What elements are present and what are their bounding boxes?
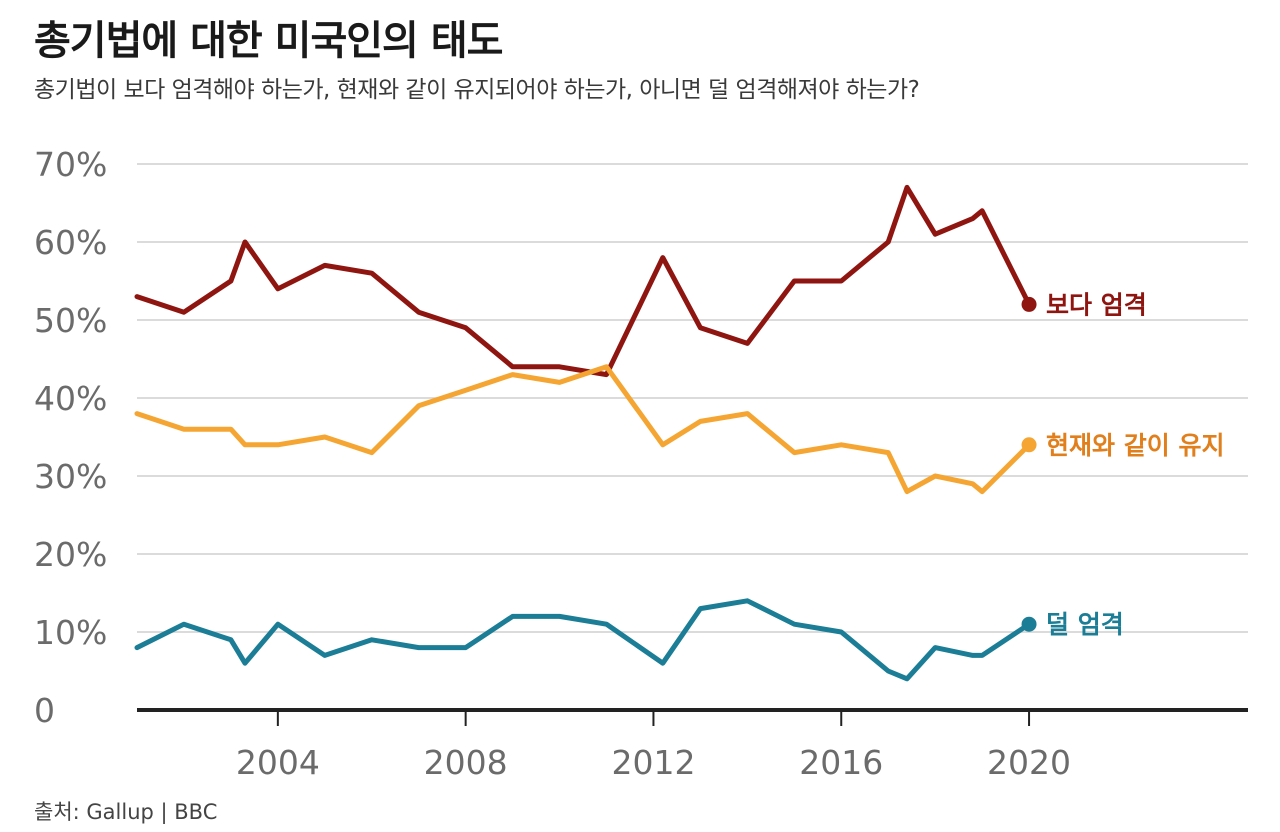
series-label: 현재와 같이 유지: [1046, 431, 1224, 460]
chart-title: 총기법에 대한 미국인의 태도: [34, 18, 503, 64]
series-end-markers: [1021, 296, 1037, 632]
y-tick-label: 40%: [34, 379, 107, 418]
series-lines: [134, 184, 1032, 682]
y-tick-label: 20%: [34, 535, 107, 574]
series-label: 보다 엄격: [1046, 290, 1147, 319]
series-line-1: [134, 184, 1032, 378]
y-tick-label: 60%: [34, 223, 107, 262]
y-tick-label: 10%: [34, 613, 107, 652]
grid-lines: [137, 163, 1248, 633]
series-line-2: [134, 364, 1032, 495]
x-tick-labels: 2004 2008 2012 2016 2020: [236, 743, 1071, 782]
x-tick-label: 2012: [611, 743, 695, 782]
y-tick-label: 0: [34, 691, 55, 730]
y-tick-label: 30%: [34, 457, 107, 496]
x-tick-label: 2008: [424, 743, 508, 782]
x-tick-label: 2016: [799, 743, 883, 782]
series-line-3: [134, 598, 1032, 682]
x-tick-label: 2020: [987, 743, 1071, 782]
series-label: 덜 엄격: [1046, 610, 1124, 639]
x-tick-label: 2004: [236, 743, 320, 782]
y-tick-labels: 0 10% 20% 30% 40% 50% 60% 70%: [34, 145, 107, 730]
series-end-marker: [1021, 616, 1037, 632]
chart-subtitle: 총기법이 보다 엄격해야 하는가, 현재와 같이 유지되어야 하는가, 아니면 …: [34, 77, 920, 103]
source-note: 출처: Gallup | BBC: [34, 800, 218, 824]
y-tick-label: 50%: [34, 301, 107, 340]
series-end-marker: [1021, 437, 1037, 453]
x-axis: [137, 708, 1248, 726]
y-tick-label: 70%: [34, 145, 107, 184]
series-end-marker: [1021, 296, 1037, 312]
